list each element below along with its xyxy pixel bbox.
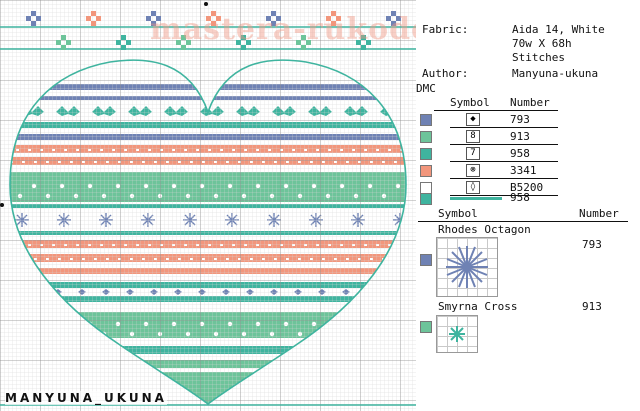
table1-row-number: 958 xyxy=(510,147,530,160)
top-border-motif xyxy=(91,21,96,26)
top-border-motif xyxy=(216,16,221,21)
table1-symbol-header: Symbol xyxy=(450,96,490,109)
top-border-motif xyxy=(126,40,131,45)
fabric-value-3: Stitches xyxy=(512,51,565,64)
author-signature: MANYUNA_UKUNA xyxy=(5,391,167,405)
top-border-motif xyxy=(271,21,276,26)
fabric-value-1: Aida 14, White xyxy=(512,23,605,36)
swatch-smyrna xyxy=(420,321,432,333)
smyrna-cross-diagram xyxy=(436,315,478,353)
backstitch-line-icon xyxy=(450,197,502,200)
top-border-motif xyxy=(386,16,391,21)
author-value: Manyuna-ukuna xyxy=(512,67,599,80)
top-border-motif xyxy=(241,45,246,50)
fabric-value-2: 70w X 68h xyxy=(512,37,572,50)
top-border-motif xyxy=(211,11,216,16)
top-border-motif xyxy=(36,16,41,21)
top-border-motif xyxy=(296,40,301,45)
stitch-name-smyrna: Smyrna Cross xyxy=(438,300,518,313)
table2-header-rule xyxy=(418,221,628,222)
top-border-motif xyxy=(66,40,71,45)
top-border-motif xyxy=(151,21,156,26)
table2-symbol-header: Symbol xyxy=(438,207,478,220)
top-border-motif xyxy=(151,11,156,16)
legend-panel: Fabric: Aida 14, White 70w X 68h Stitche… xyxy=(416,0,640,411)
rhodes-octagon-diagram xyxy=(436,237,498,297)
top-border-motif xyxy=(86,16,91,21)
top-border-motif xyxy=(331,11,336,16)
swatch-teal-backstitch xyxy=(420,193,432,205)
top-border-motif xyxy=(56,40,61,45)
top-border-motif xyxy=(336,16,341,21)
top-border-motif xyxy=(61,45,66,50)
top-border-motif xyxy=(181,45,186,50)
table1-number-header: Number xyxy=(510,96,550,109)
symbol-seven-icon: 7 xyxy=(466,147,480,160)
swatch-salmon xyxy=(420,165,432,177)
swatch-teal xyxy=(420,148,432,160)
top-border-motif xyxy=(181,35,186,40)
top-border-motif xyxy=(236,40,241,45)
top-border-motif xyxy=(206,16,211,21)
table1-row-number: 913 xyxy=(510,130,530,143)
top-border-motif xyxy=(121,45,126,50)
top-border-motif xyxy=(366,40,371,45)
top-border-motif xyxy=(391,11,396,16)
top-border-motif xyxy=(356,40,361,45)
table1-row-number: 958 xyxy=(510,191,530,204)
top-border-motif xyxy=(326,16,331,21)
symbol-crossed-circle-icon: ⊗ xyxy=(466,164,480,177)
author-label: Author: xyxy=(422,67,469,80)
row-rule xyxy=(450,161,558,162)
top-border-motif xyxy=(91,11,96,16)
heart-outline xyxy=(9,59,407,406)
top-border-motif xyxy=(31,11,36,16)
brand-label: DMC xyxy=(416,82,436,95)
top-border-motif xyxy=(361,35,366,40)
fabric-label: Fabric: xyxy=(422,23,469,36)
table1-row-number: 793 xyxy=(510,113,530,126)
top-border-motif xyxy=(116,40,121,45)
top-border-motif xyxy=(61,35,66,40)
stitch-name-rhodes: Rhodes Octagon xyxy=(438,223,531,236)
swatch-blue xyxy=(420,114,432,126)
swatch-rhodes xyxy=(420,254,432,266)
top-border-motif xyxy=(246,40,251,45)
top-border-motif xyxy=(301,45,306,50)
top-border-motif xyxy=(186,40,191,45)
top-border-motif xyxy=(331,21,336,26)
top-border-motif xyxy=(31,21,36,26)
top-border-motif xyxy=(391,21,396,26)
top-border-motif xyxy=(276,16,281,21)
top-border-motif xyxy=(241,35,246,40)
top-border-motif xyxy=(301,35,306,40)
symbol-eight-icon: 8 xyxy=(466,130,480,143)
pattern-chart xyxy=(0,0,416,411)
row-rule xyxy=(450,195,558,196)
symbol-lozenge-icon: ◊ xyxy=(466,181,480,194)
top-border-motif xyxy=(266,16,271,21)
table2-number-header: Number xyxy=(579,207,619,220)
top-border-motif xyxy=(271,11,276,16)
top-border-motif xyxy=(156,16,161,21)
top-border-motif xyxy=(146,16,151,21)
table1-row-number: B5200 xyxy=(510,181,544,194)
row-rule xyxy=(450,127,558,128)
top-border-motif xyxy=(361,45,366,50)
top-border-motif xyxy=(96,16,101,21)
table1-header-rule xyxy=(434,110,558,111)
top-border-motif xyxy=(176,40,181,45)
top-border-motif xyxy=(396,16,401,21)
row-rule xyxy=(450,178,558,179)
row-rule xyxy=(450,144,558,145)
table1-row-number: 3341 xyxy=(510,164,537,177)
top-border-motif xyxy=(306,40,311,45)
stitch-number-smyrna: 913 xyxy=(582,300,602,313)
top-border-motif xyxy=(121,35,126,40)
top-border-motif xyxy=(211,21,216,26)
top-border-motif xyxy=(26,16,31,21)
stitch-number-rhodes: 793 xyxy=(582,238,602,251)
symbol-diamond-icon: ◆ xyxy=(466,113,480,126)
swatch-green xyxy=(420,131,432,143)
